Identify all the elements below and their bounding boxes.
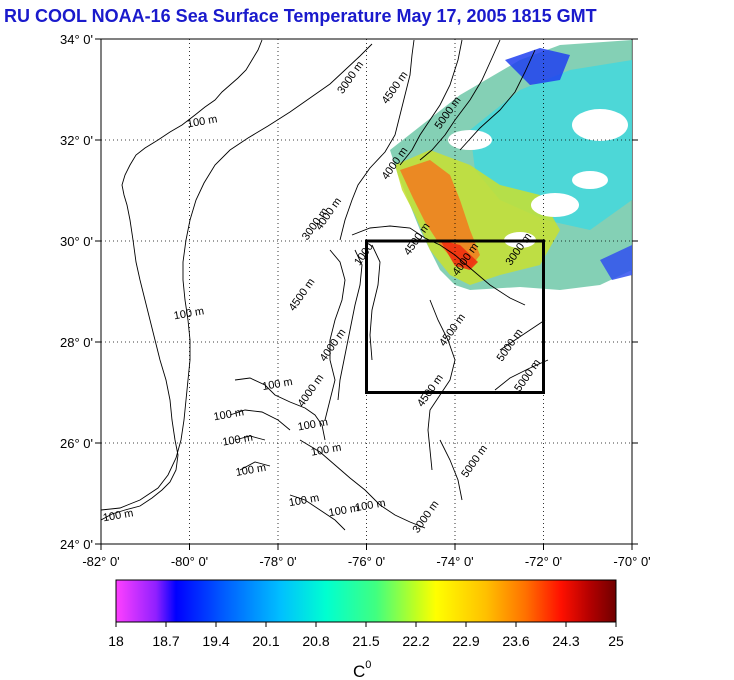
contour-label: 100 m	[173, 305, 205, 322]
contour-label: 100 m	[261, 376, 293, 393]
colorbar-tick-label: 18	[108, 633, 124, 649]
bahamas-banks-2	[337, 244, 381, 401]
sst-swath-hot	[440, 240, 478, 270]
contour-4000m	[351, 39, 526, 306]
sst-swath-blue	[505, 48, 570, 85]
x-tick-label: -70° 0'	[613, 554, 650, 569]
study-area-box	[365, 239, 545, 394]
y-tick-label: 28° 0'	[60, 335, 93, 350]
contour-label: 100 m	[213, 406, 245, 423]
sst-swath-blue-2	[600, 245, 632, 280]
colorbar-tick-label: 21.5	[352, 633, 379, 649]
y-tick-label: 26° 0'	[60, 436, 93, 451]
colorbar-ticks: 18 18.7 19.4 20.1 20.8 21.5 22.2 22.9 23.6 24.3 25	[108, 622, 624, 649]
colorbar-unit-superscript: 0	[365, 659, 371, 671]
y-tick-label: 30° 0'	[60, 234, 93, 249]
contour-label: 100 m	[235, 462, 267, 479]
cloud-patch	[572, 171, 608, 189]
x-tick-label: -76° 0'	[348, 554, 385, 569]
contour-label: 100 m	[297, 416, 329, 433]
x-tick-label: -80° 0'	[171, 554, 208, 569]
sst-swath	[390, 40, 632, 290]
colorbar-tick-label: 18.7	[152, 633, 179, 649]
x-tick-label: -82° 0'	[82, 554, 119, 569]
x-tick-label: -74° 0'	[436, 554, 473, 569]
contour-label: 100 m	[186, 113, 218, 130]
y-tick-label: 24° 0'	[60, 537, 93, 552]
contour-label: 100 m	[354, 497, 386, 514]
colorbar	[115, 579, 617, 623]
colorbar-unit-label: C0	[353, 659, 371, 680]
bahamas-banks	[229, 249, 426, 531]
colorbar-tick-label: 25	[608, 633, 624, 649]
contour-100m-shelf	[101, 43, 373, 511]
x-tick-label: -78° 0'	[259, 554, 296, 569]
chart-title: RU COOL NOAA-16 Sea Surface Temperature …	[4, 6, 597, 26]
contour-4500m	[419, 39, 501, 471]
x-tick-label: -72° 0'	[525, 554, 562, 569]
colorbar-tick-label: 19.4	[202, 633, 229, 649]
contour-label: 100 m	[310, 442, 342, 459]
contour-label: 100 m	[288, 492, 320, 509]
colorbar-tick-label: 22.2	[402, 633, 429, 649]
x-axis-ticks: -82° 0' -80° 0' -78° 0' -76° 0' -74° 0' -72° …	[82, 544, 651, 569]
contour-3000m	[339, 39, 415, 241]
y-tick-label: 34° 0'	[60, 32, 93, 47]
colorbar-tick-label: 23.6	[502, 633, 529, 649]
colorbar-tick-label: 24.3	[552, 633, 579, 649]
florida-coastline	[101, 39, 263, 521]
cloud-patch	[572, 109, 628, 141]
colorbar-tick-label: 20.8	[302, 633, 329, 649]
colorbar-tick-label: 20.1	[252, 633, 279, 649]
contour-label: 100 m	[328, 502, 360, 519]
contour-label: 100 m	[102, 507, 134, 524]
contour-5000m	[439, 49, 549, 501]
colorbar-tick-label: 22.9	[452, 633, 479, 649]
y-axis-ticks: 34° 0' 32° 0' 30° 0' 28° 0' 26° 0' 24° 0'	[60, 32, 638, 552]
contour-label: 100 m	[222, 431, 254, 448]
y-tick-label: 32° 0'	[60, 133, 93, 148]
colorbar-unit: C	[353, 662, 365, 680]
coastline-and-contours	[101, 39, 549, 531]
cloud-patch	[531, 193, 579, 217]
